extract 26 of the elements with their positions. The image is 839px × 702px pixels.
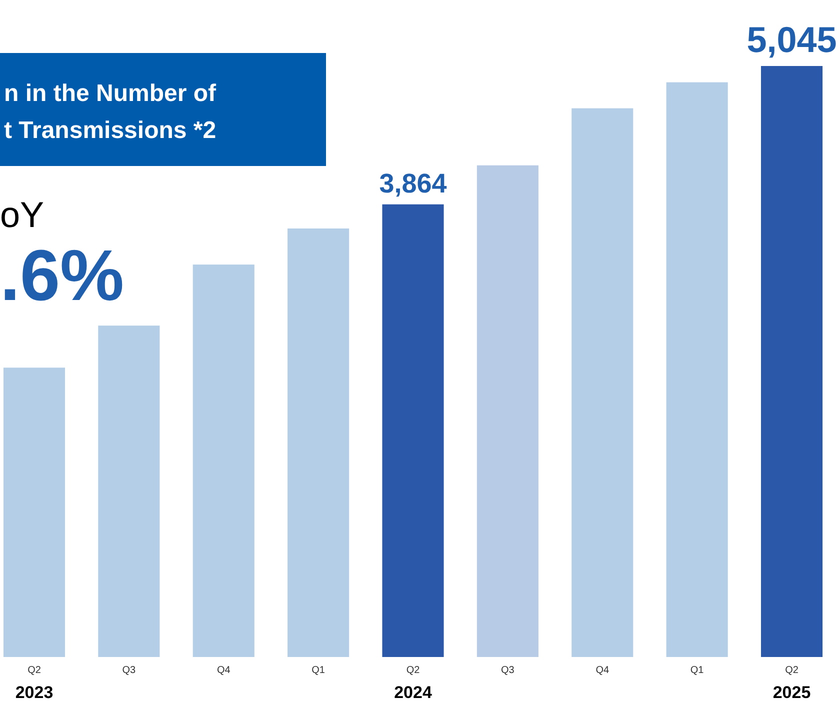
x-tick-label: Q3 [122, 665, 136, 676]
bar [98, 326, 160, 657]
x-tick-label: Q2 [406, 665, 420, 676]
data-label: 5,045 [746, 19, 837, 60]
bar [382, 204, 444, 657]
text: 2025 [772, 683, 811, 702]
x-tick-label: Q1 [312, 665, 326, 676]
text: n in the Number of t Transmissions *2 [4, 80, 217, 144]
annotation: oY [0, 194, 44, 235]
x-tick-label: Q2 [785, 665, 799, 676]
text: 2023 [15, 683, 54, 702]
x-tick-label: Q1 [690, 665, 704, 676]
bar [3, 368, 66, 657]
x-tick-label: Q2 [28, 665, 42, 676]
annotation: .6% [0, 236, 124, 316]
bar [666, 82, 728, 657]
text: 2024 [394, 683, 432, 702]
bar [192, 264, 254, 657]
bar [760, 66, 823, 657]
x-tick-label: Q4 [596, 665, 610, 676]
bar [288, 228, 350, 657]
x-tick-label: Q3 [501, 665, 515, 676]
bar [572, 108, 634, 657]
x-tick-label: Q4 [216, 665, 231, 676]
bar [476, 165, 538, 657]
data-label: 3,864 [379, 168, 447, 198]
